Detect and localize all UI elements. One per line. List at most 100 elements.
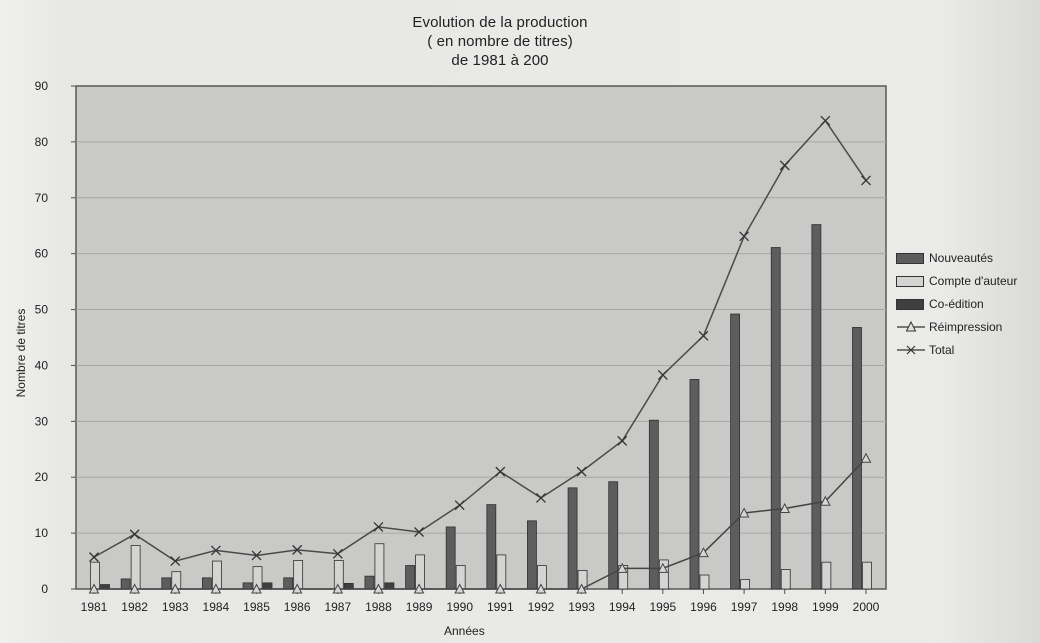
y-tick-label-80: 80 <box>35 135 49 149</box>
bar-compte-d-auteur-1989 <box>415 554 425 590</box>
x-tick-label-1990: 1990 <box>446 600 473 614</box>
reimpression-point-1998 <box>779 502 791 514</box>
x-tick-label-1986: 1986 <box>284 600 311 614</box>
chart-title-line-2: ( en nombre de titres) <box>427 33 573 50</box>
x-tick-label-1981: 1981 <box>81 600 108 614</box>
bar-compte-d-auteur-1984 <box>211 560 222 590</box>
reimpression-point-1996 <box>698 547 709 558</box>
y-tick-label-20: 20 <box>35 470 49 484</box>
bar-nouveaut-s-1995 <box>648 419 659 590</box>
bar-compte-d-auteur-1991 <box>496 554 507 590</box>
reimpression-point-1989 <box>413 583 425 594</box>
reimpression-line <box>94 457 867 590</box>
total-point-1996 <box>698 330 709 341</box>
reimpression-point-1993 <box>576 583 587 594</box>
reimpression-point-1990 <box>454 583 466 594</box>
reimpression-point-1981 <box>88 583 100 594</box>
bar-compte-d-auteur-1987 <box>333 560 344 590</box>
reimpression-point-1986 <box>291 583 303 594</box>
bar-nouveaut-s-1992 <box>527 520 537 590</box>
reimpression-point-1988 <box>373 583 384 594</box>
legend-label-total: Total <box>929 343 955 357</box>
x-tick-label-1993: 1993 <box>568 600 595 614</box>
legend-swatch-compte-d-auteur <box>896 276 924 287</box>
bar-nouveaut-s-1985 <box>242 582 253 590</box>
x-tick-label-1999: 1999 <box>812 600 839 614</box>
bar-nouveaut-s-2000 <box>852 327 862 590</box>
bar-nouveaut-s-1982 <box>120 578 131 590</box>
bar-nouveaut-s-1986 <box>283 577 294 590</box>
bar-nouveaut-s-1989 <box>405 565 415 590</box>
chart-legend: Nouveautés Compte d'auteur Co-édition Réimp… <box>896 246 1040 361</box>
legend-label-co-dition: Co-édition <box>929 297 984 311</box>
bar-nouveaut-s-1984 <box>201 577 212 590</box>
bar-co-dition-1987 <box>343 583 354 590</box>
reimpression-point-1999 <box>820 495 831 506</box>
legend-item-co-dition: Co-édition <box>896 292 1040 315</box>
y-axis-label: Nombre de titres <box>14 308 28 398</box>
total-point-1986 <box>292 544 303 555</box>
bar-compte-d-auteur-1982 <box>130 545 141 590</box>
legend-label-nouveaut-s: Nouveautés <box>929 251 994 265</box>
total-point-1987 <box>332 548 343 559</box>
y-tick-label-50: 50 <box>35 303 49 317</box>
x-tick-label-1997: 1997 <box>731 600 758 614</box>
bar-co-dition-1985 <box>262 582 273 590</box>
reimpression-point-1992 <box>535 583 547 594</box>
reimpression-point-1991 <box>494 583 506 594</box>
total-point-1991 <box>495 466 506 477</box>
legend-marker-total <box>897 345 925 355</box>
bar-nouveaut-s-1993 <box>567 487 578 590</box>
bar-nouveaut-s-1994 <box>608 481 619 590</box>
bar-nouveaut-s-1999 <box>811 224 822 590</box>
bar-nouveaut-s-1991 <box>486 504 497 590</box>
legend-label-r-impression: Réimpression <box>929 320 1003 334</box>
legend-marker-r-impression <box>897 320 925 332</box>
bar-nouveaut-s-1990 <box>445 526 456 590</box>
chart-title-line-3: de 1981 à 200 <box>451 52 549 69</box>
total-point-1983 <box>170 556 181 567</box>
y-tick-label-30: 30 <box>35 414 49 428</box>
x-axis-label: Années <box>444 624 485 638</box>
x-tick-label-1985: 1985 <box>243 600 270 614</box>
total-point-1995 <box>657 369 668 380</box>
total-point-1990 <box>454 500 465 511</box>
y-tick-label-60: 60 <box>35 247 49 261</box>
bar-compte-d-auteur-1981 <box>90 561 100 590</box>
y-tick-label-10: 10 <box>35 526 49 540</box>
total-point-1985 <box>251 550 262 561</box>
x-tick-label-1983: 1983 <box>162 600 189 614</box>
plot-area <box>75 85 887 590</box>
bar-nouveaut-s-1988 <box>364 575 375 590</box>
x-tick-label-1987: 1987 <box>324 600 351 614</box>
x-tick-label-1996: 1996 <box>690 600 717 614</box>
reimpression-point-1997 <box>738 507 750 518</box>
y-tick-label-70: 70 <box>35 191 49 205</box>
y-tick-label-0: 0 <box>41 582 48 596</box>
reimpression-point-1994 <box>616 562 628 573</box>
total-point-1981 <box>89 552 99 563</box>
total-point-2000 <box>861 175 871 186</box>
bar-compte-d-auteur-1986 <box>293 560 304 590</box>
bar-compte-d-auteur-2000 <box>862 561 872 590</box>
x-tick-label-1988: 1988 <box>365 600 392 614</box>
total-point-1982 <box>129 529 140 540</box>
reimpression-point-1983 <box>169 583 181 594</box>
legend-label-compte-d-auteur: Compte d'auteur <box>929 274 1018 288</box>
reimpression-point-1985 <box>251 583 262 594</box>
legend-item-compte-d-auteur: Compte d'auteur <box>896 269 1040 292</box>
bar-compte-d-auteur-1988 <box>374 543 385 590</box>
chart-title-line-1: Evolution de la production <box>412 14 588 31</box>
x-tick-label-1994: 1994 <box>609 600 636 614</box>
bar-compte-d-auteur-1997 <box>740 579 751 590</box>
bar-nouveaut-s-1997 <box>730 313 741 590</box>
total-point-1999 <box>820 115 831 126</box>
reimpression-point-1995 <box>657 562 669 573</box>
bar-compte-d-auteur-1996 <box>699 574 710 590</box>
bar-nouveaut-s-1996 <box>689 379 700 590</box>
x-tick-label-2000: 2000 <box>853 600 880 614</box>
total-point-1988 <box>373 522 384 532</box>
total-point-1994 <box>617 435 628 446</box>
bar-nouveaut-s-1983 <box>161 577 172 590</box>
